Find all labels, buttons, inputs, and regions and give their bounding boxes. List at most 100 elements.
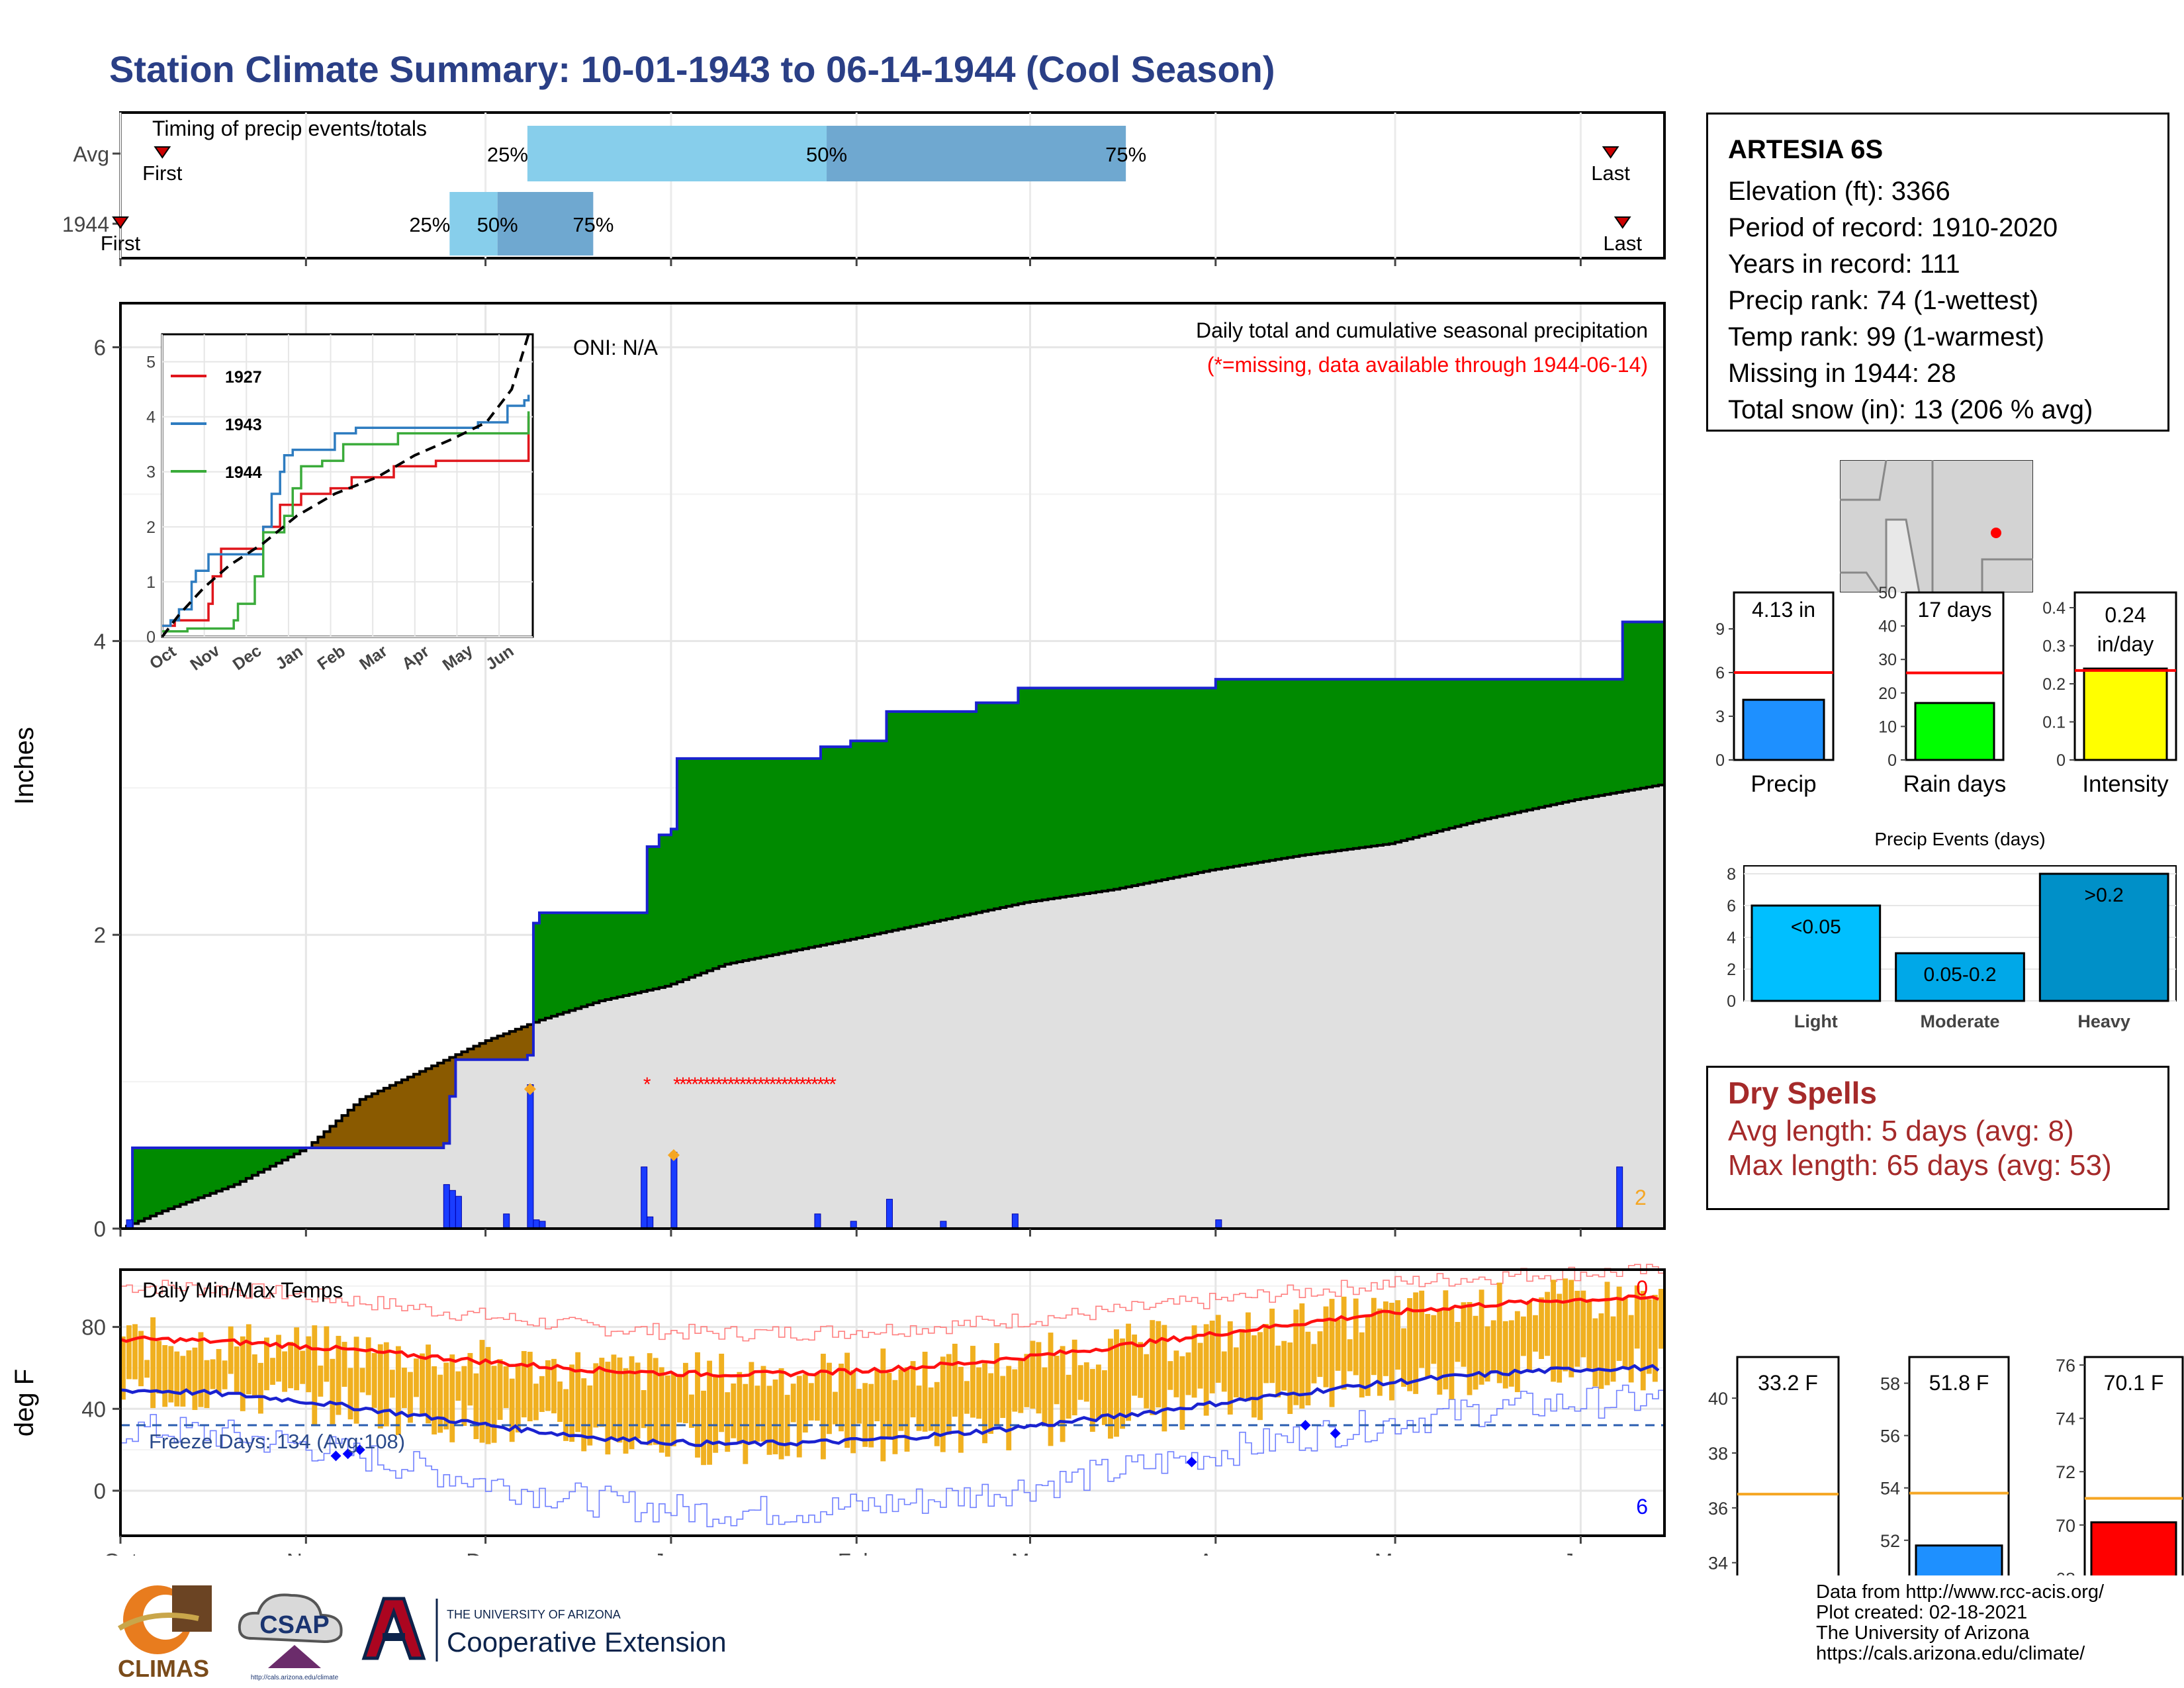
precip-above-avg-area: [1563, 679, 1569, 802]
precip-base-area: [1275, 859, 1282, 1229]
events-category-label: Light: [1794, 1011, 1838, 1031]
precip-above-avg-area: [617, 912, 624, 997]
inset-series-line-1927: [162, 416, 530, 628]
precip-above-avg-area: [563, 912, 570, 1013]
temp-daily-bar: [383, 1342, 389, 1427]
precip-above-avg-area: [934, 711, 941, 921]
precip-base-area: [670, 984, 678, 1229]
station-name: ARTESIA 6S: [1728, 135, 1884, 164]
temp-daily-bar: [664, 1375, 670, 1457]
temp-daily-bar: [946, 1354, 952, 1435]
precip-above-avg-area: [581, 912, 588, 1007]
temp-daily-bar: [557, 1381, 563, 1422]
precip-above-avg-area: [713, 758, 719, 969]
mini-bar-tick-label: 40: [1878, 618, 1897, 636]
precip-above-avg-area: [1628, 622, 1635, 790]
precip-base-area: [1006, 906, 1013, 1229]
precip-above-avg-area: [629, 912, 636, 994]
precip-above-avg-area: [1048, 688, 1055, 900]
precip-above-avg-area: [1221, 679, 1228, 868]
temp-bar-tick-label: 74: [2056, 1409, 2075, 1429]
precip-base-area: [1407, 839, 1414, 1229]
precip-above-avg-area: [257, 1147, 265, 1172]
precip-above-avg-area: [1658, 622, 1665, 785]
temp-daily-bar: [1359, 1332, 1365, 1398]
precip-above-avg-area: [647, 847, 654, 990]
precip-base-area: [1484, 819, 1492, 1229]
temp-daily-bar: [1658, 1288, 1664, 1349]
mini-bar-tick-label: 0: [1715, 751, 1725, 770]
precip-above-avg-area: [1042, 688, 1049, 900]
precip-below-avg-area: [485, 1040, 492, 1060]
precip-base-area: [1000, 907, 1007, 1229]
precip-above-avg-area: [683, 758, 690, 980]
timing-first-label: First: [101, 232, 141, 255]
precip-above-avg-area: [264, 1147, 271, 1170]
temp-daily-bar: [1551, 1280, 1557, 1382]
temp-bar-frame-0: [1736, 1356, 1840, 1575]
precip-above-avg-area: [210, 1147, 217, 1194]
precip-base-area: [1089, 892, 1097, 1229]
precip-base-area: [1557, 803, 1563, 1229]
temp-daily-bar: [126, 1325, 132, 1380]
inset-y-tick-label: 5: [146, 353, 156, 372]
precip-base-area: [827, 944, 833, 1229]
precip-base-area: [485, 1059, 492, 1229]
precip-above-avg-area: [839, 747, 845, 942]
precip-above-avg-area: [1341, 679, 1348, 851]
inset-avg-line: [161, 334, 530, 638]
precip-above-avg-area: [964, 711, 971, 915]
precip-above-avg-area: [557, 912, 564, 1015]
precip-above-avg-area: [874, 741, 882, 935]
precip-above-avg-area: [982, 702, 989, 912]
station-info-box: ARTESIA 6S Elevation (ft): 3366 Period o…: [1706, 113, 2169, 432]
precip-below-avg-area: [341, 1115, 349, 1148]
record-cold-marker: [330, 1450, 341, 1462]
precip-base-area: [222, 1189, 229, 1229]
temp-daily-bar: [330, 1358, 336, 1425]
temp-daily-bar: [623, 1368, 629, 1454]
missing-data-marker: *: [733, 1074, 741, 1096]
temp-chart-title: Daily Min/Max Temps: [142, 1278, 343, 1302]
precip-base-area: [904, 927, 911, 1229]
temp-daily-bar: [1095, 1364, 1101, 1419]
precip-above-avg-area: [539, 912, 546, 1020]
missing-data-marker: *: [679, 1074, 687, 1096]
inset-y-tick-label: 0: [146, 628, 156, 647]
credit-university: The University of Arizona: [1816, 1622, 2030, 1644]
precip-base-area: [324, 1147, 331, 1229]
precip-above-avg-area: [994, 702, 1001, 909]
precip-base-area: [754, 958, 762, 1229]
temp-daily-bar: [1203, 1324, 1209, 1416]
temp-daily-bar: [1036, 1342, 1042, 1414]
temp-daily-bar: [850, 1370, 856, 1454]
missing-data-marker: *: [673, 1074, 681, 1096]
precip-above-avg-area: [833, 747, 839, 943]
inset-legend-label: 1927: [225, 368, 262, 387]
precip-base-area: [1209, 870, 1216, 1229]
precip-base-area: [1323, 852, 1330, 1229]
precip-above-avg-area: [778, 758, 786, 954]
precip-base-area: [856, 937, 863, 1229]
precip-above-avg-area: [593, 912, 600, 1003]
precip-base-area: [168, 1209, 175, 1229]
temp-daily-bar: [1173, 1350, 1179, 1397]
precip-base-area: [1652, 786, 1659, 1229]
x-axis-tick-label: Feb: [838, 1549, 876, 1556]
temp-daily-bar: [1347, 1339, 1353, 1372]
precip-base-area: [587, 1004, 594, 1229]
precip-above-avg-area: [551, 912, 558, 1017]
precip-above-avg-area: [719, 758, 725, 966]
precip-base-area: [180, 1204, 187, 1229]
record-cold-marker: [1186, 1456, 1197, 1468]
precip-base-area: [1071, 895, 1079, 1229]
temp-daily-bar: [246, 1324, 251, 1395]
temp-daily-bar: [1191, 1325, 1197, 1398]
precip-daily-bar: [455, 1196, 462, 1229]
precip-base-area: [1473, 821, 1480, 1229]
temp-daily-bar: [509, 1378, 515, 1442]
precip-below-avg-area: [371, 1094, 379, 1148]
precip-above-avg-area: [1443, 679, 1450, 830]
precip-above-avg-area: [1640, 622, 1647, 788]
precip-base-area: [922, 923, 929, 1229]
